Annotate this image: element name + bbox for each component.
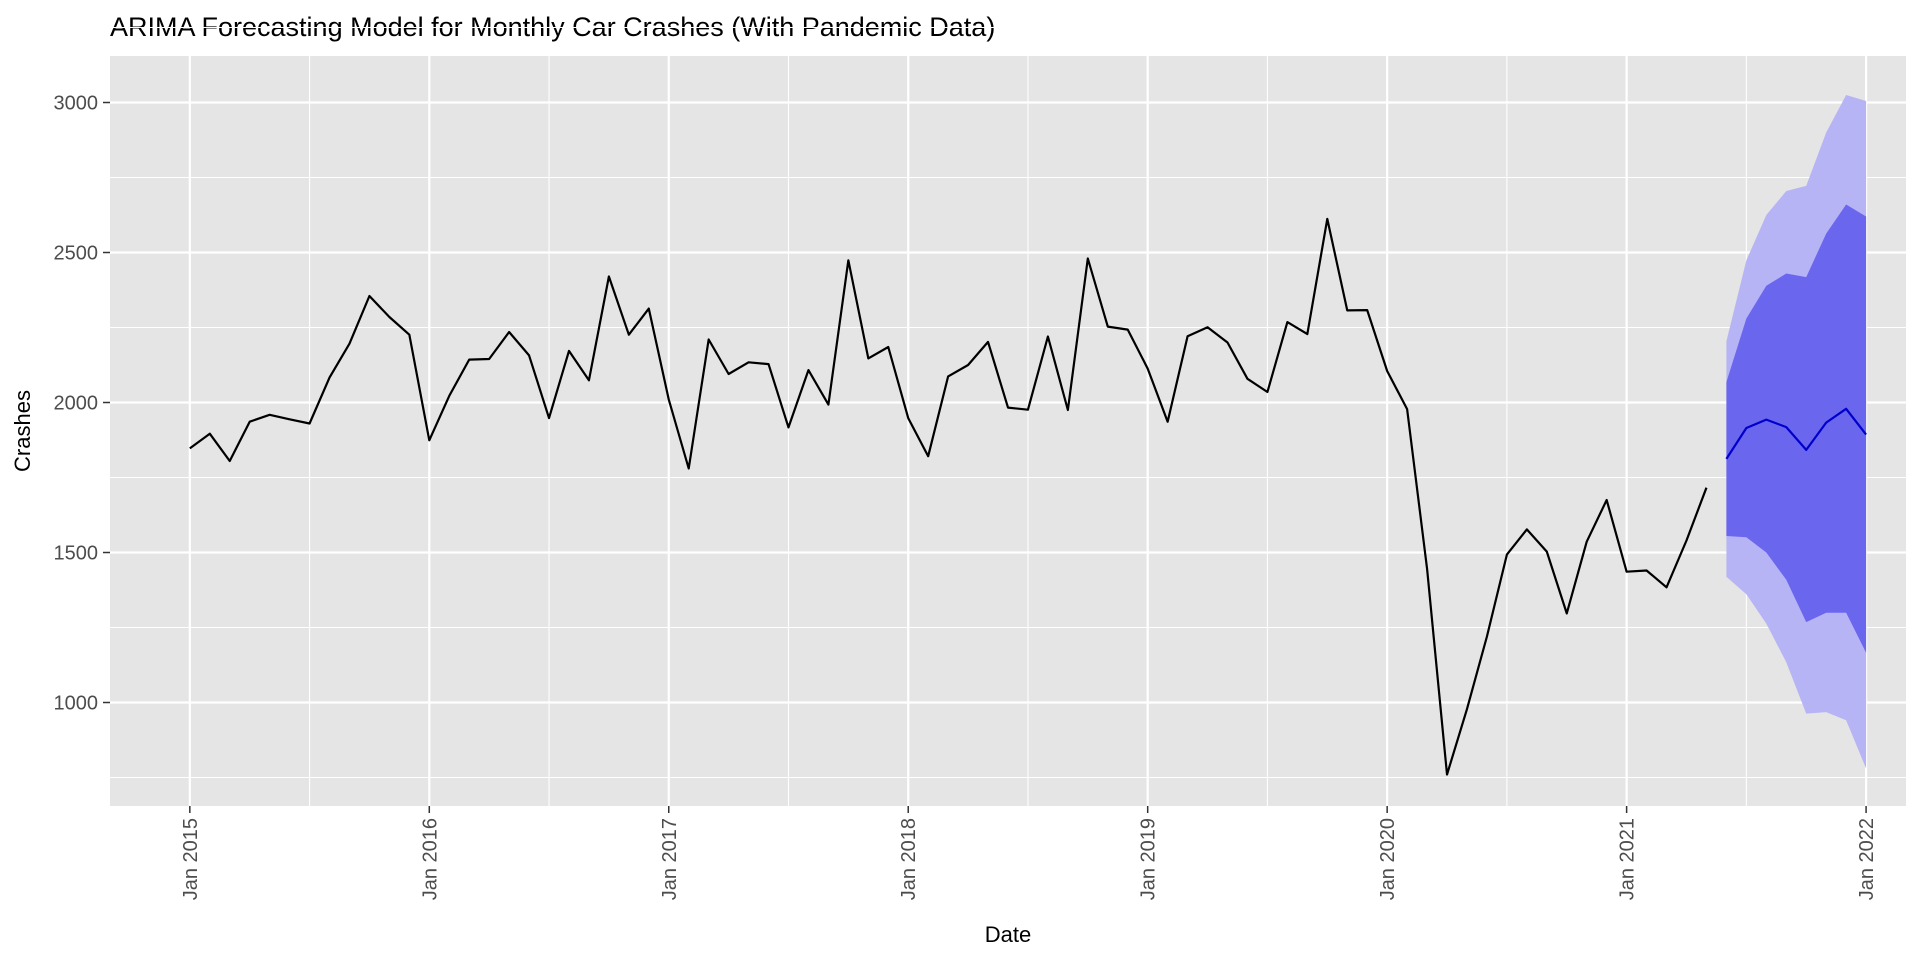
x-axis-title: Date bbox=[985, 922, 1031, 947]
minor-gridlines bbox=[110, 26, 1906, 806]
y-tick-label: 1500 bbox=[54, 543, 99, 565]
y-axis: 1000 1500 2000 2500 3000 bbox=[54, 93, 110, 715]
x-tick-label: Jan 2019 bbox=[1138, 818, 1160, 900]
observed-series-line bbox=[189, 217, 1708, 776]
x-tick-label: Jan 2022 bbox=[1856, 818, 1878, 900]
x-axis: Jan 2015 Jan 2016 Jan 2017 Jan 2018 Jan 2019… bbox=[180, 806, 1878, 900]
x-tick-label: Jan 2021 bbox=[1617, 818, 1639, 900]
y-tick-label: 1000 bbox=[54, 693, 99, 715]
y-tick-label: 3000 bbox=[54, 93, 99, 115]
series-lines bbox=[189, 217, 1867, 776]
x-tick-label: Jan 2016 bbox=[419, 818, 441, 900]
y-tick-label: 2500 bbox=[54, 243, 99, 265]
forecast-intervals bbox=[1726, 95, 1867, 769]
x-tick-label: Jan 2017 bbox=[659, 818, 681, 900]
plot-panel bbox=[110, 56, 1906, 806]
x-tick-label: Jan 2020 bbox=[1377, 818, 1399, 900]
x-tick-label: Jan 2015 bbox=[180, 818, 202, 900]
interval-80-band bbox=[1726, 204, 1867, 653]
x-tick-label: Jan 2018 bbox=[898, 818, 920, 900]
y-tick-label: 2000 bbox=[54, 393, 99, 415]
y-axis-title: Crashes bbox=[10, 390, 35, 472]
forecast-series-line bbox=[1725, 407, 1867, 460]
